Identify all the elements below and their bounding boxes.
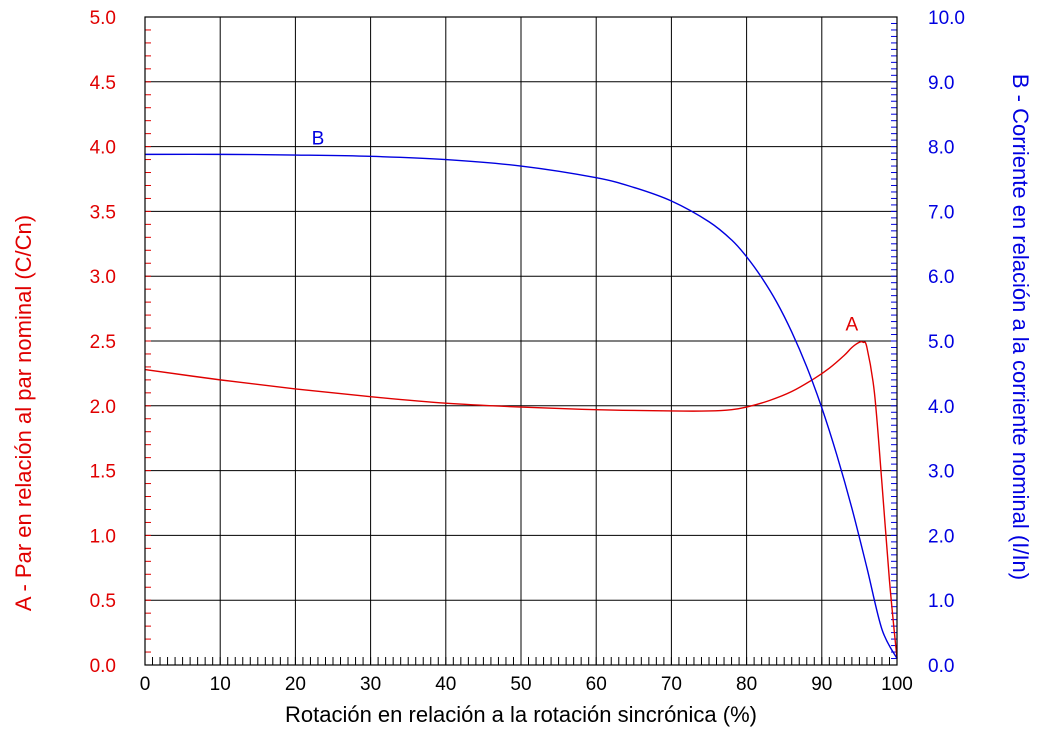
y-left-tick-label: 1.5	[90, 462, 116, 483]
series-layer: AB	[144, 129, 898, 659]
series-line-b	[144, 153, 898, 659]
y-right-tick-label: 3.0	[928, 462, 954, 483]
y-left-tick-label: 4.0	[90, 138, 116, 159]
y-right-tick-label: 7.0	[928, 202, 954, 223]
y-left-tick-label: 3.5	[90, 202, 116, 223]
y-right-tick-label: 2.0	[928, 526, 954, 547]
y-left-tick-label: 2.0	[90, 397, 116, 418]
y-left-tick-label: 3.0	[90, 267, 116, 288]
grid	[145, 17, 897, 665]
y-right-tick-label: 6.0	[928, 267, 954, 288]
y-left-tick-label: 5.0	[90, 8, 116, 29]
series-label-a: A	[846, 315, 859, 336]
x-tick-label: 70	[661, 674, 682, 695]
y-left-tick-label: 0.5	[90, 591, 116, 612]
y-left-tick-label: 2.5	[90, 332, 116, 353]
x-tick-label: 100	[881, 674, 913, 695]
y-right-tick-label: 8.0	[928, 138, 954, 159]
y-right-tick-label: 9.0	[928, 73, 954, 94]
plot-frame	[144, 16, 898, 666]
y-left-tick-label: 4.5	[90, 73, 116, 94]
x-tick-label: 90	[811, 674, 832, 695]
y-right-tick-label: 1.0	[928, 591, 954, 612]
y-left-tick-label: 0.0	[90, 656, 116, 677]
x-tick-label: 40	[435, 674, 456, 695]
series-label-b: B	[312, 129, 325, 150]
y-right-tick-label: 5.0	[928, 332, 954, 353]
x-axis-title: Rotación en relación a la rotación sincr…	[285, 702, 757, 727]
x-tick-label: 50	[510, 674, 531, 695]
x-tick-label: 0	[140, 674, 151, 695]
x-tick-label: 10	[210, 674, 231, 695]
y-right-tick-label: 0.0	[928, 656, 954, 677]
x-tick-label: 80	[736, 674, 757, 695]
y-axis-right-title: B - Corriente en relación a la corriente…	[1008, 74, 1033, 580]
y-left-tick-label: 1.0	[90, 526, 116, 547]
y-right-tick-label: 10.0	[928, 8, 965, 29]
x-tick-label: 30	[360, 674, 381, 695]
x-tick-label: 60	[586, 674, 607, 695]
tick-labels: 0 10 20 30 40 50 60 70 80 90 100 0.0 0.5 1.0 1.5 2.0 2.5…	[90, 8, 965, 695]
y-axis-left-title: A - Par en relación al par nominal (C/Cn…	[11, 215, 36, 611]
x-tick-label: 20	[285, 674, 306, 695]
y-right-tick-label: 4.0	[928, 397, 954, 418]
series-line-a	[144, 340, 898, 659]
